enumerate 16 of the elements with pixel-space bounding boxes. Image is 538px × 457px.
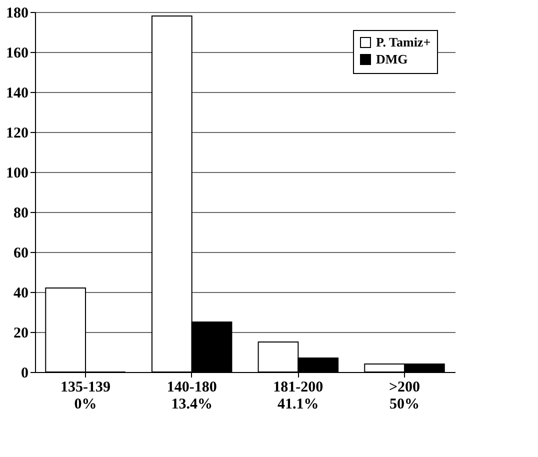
y-tick-label: 40: [14, 286, 28, 302]
legend-label: DMG: [376, 52, 408, 66]
y-tick-label: 20: [14, 326, 28, 342]
x-tick-label: 181-200 41.1%: [273, 380, 324, 412]
x-tick-label: 135-139 0%: [60, 380, 111, 412]
y-tick-label: 60: [14, 246, 28, 262]
y-tick-label: 80: [14, 206, 28, 222]
legend-label: P. Tamiz+: [376, 34, 431, 50]
y-tick-label: 180: [6, 6, 28, 22]
y-tick-label: 100: [6, 166, 28, 182]
x-tick-label: 140-180 13.4%: [166, 380, 217, 412]
y-tick-label: 160: [6, 46, 28, 62]
y-tick-label: 120: [6, 126, 28, 142]
x-tick-label: >200 50%: [388, 380, 420, 412]
y-tick-label: 140: [6, 86, 28, 102]
y-tick-label: 0: [21, 366, 28, 382]
